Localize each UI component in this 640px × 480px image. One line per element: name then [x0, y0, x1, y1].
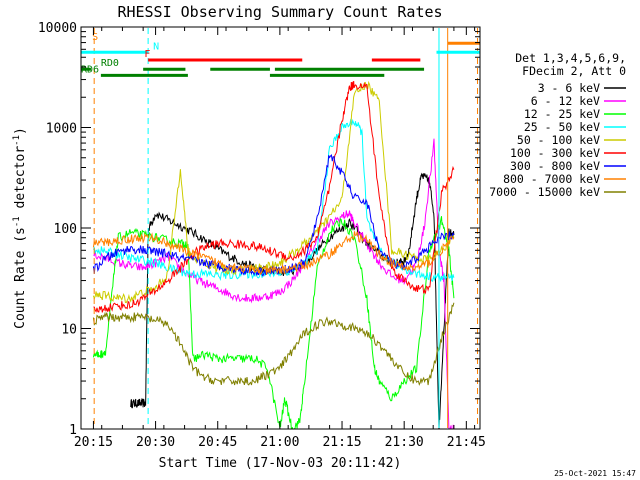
y-axis-label-mid: detector [13, 146, 28, 217]
flag-label-s: S [92, 32, 98, 43]
x-axis-label: Start Time (17-Nov-03 20:11:42) [159, 456, 402, 471]
x-tick-label: 21:00 [260, 435, 299, 450]
x-tick-label: 21:30 [385, 435, 424, 450]
legend-entry-label: 6 - 12 keV [531, 94, 600, 108]
series-line-0 [130, 172, 455, 429]
y-axis-label-main: Count Rate (s [13, 227, 28, 329]
x-tick-label: 20:30 [136, 435, 175, 450]
legend-entry-label: 12 - 25 keV [524, 107, 600, 121]
series-line-7 [92, 231, 455, 276]
legend-entry-label: 25 - 50 keV [524, 120, 600, 134]
y-tick-label: 10000 [38, 21, 77, 36]
plot-frame [80, 26, 481, 430]
legend-entry-label: 7000 - 15000 keV [489, 185, 600, 199]
series-line-8 [92, 302, 455, 386]
y-axis-label-exp2: -1 [12, 135, 22, 146]
y-tick-label: 10 [61, 323, 77, 338]
y-tick-label: 1000 [46, 122, 77, 137]
flag-label-n: N [153, 41, 159, 52]
legend-header-line: FDecim 2, Att 0 [522, 64, 626, 78]
legend-entry-label: 50 - 100 keV [517, 133, 600, 147]
y-axis-label-exp1: -1 [12, 216, 22, 227]
x-tick-label: 20:15 [74, 435, 113, 450]
axes-layer: 20:15 20:30 20:45 21:00 21:15 21:30 21:45 1 10 10… [38, 21, 486, 450]
legend-entry-label: 100 - 300 keV [510, 146, 600, 160]
timestamp: 25-Oct-2021 15:47 [554, 469, 636, 478]
flag-label-rd6: RD6 [81, 64, 99, 75]
legend-entry-label: 800 - 7000 keV [503, 172, 600, 186]
chart-title: RHESSI Observing Summary Count Rates [117, 3, 442, 21]
y-axis-label-end: ) [13, 127, 28, 135]
y-axis-label: Count Rate (s-1 detector-1) [12, 127, 28, 329]
x-tick-label: 21:45 [447, 435, 486, 450]
x-tick-label: 20:45 [198, 435, 237, 450]
legend-entry-label: 300 - 800 keV [510, 159, 600, 173]
legend-entry-label: 3 - 6 keV [538, 81, 600, 95]
flag-label-rd0: RD0 [101, 58, 119, 69]
series-line-5 [93, 80, 455, 313]
y-tick-label: 100 [54, 222, 77, 237]
series-layer [92, 80, 455, 429]
x-tick-label: 21:15 [322, 435, 361, 450]
legend: Det 1,3,4,5,6,9,FDecim 2, Att 0 3 - 6 keV… [489, 51, 626, 199]
y-tick-label: 1 [69, 423, 77, 438]
flag-label-f: F [144, 49, 150, 60]
legend-header-line: Det 1,3,4,5,6,9, [515, 51, 626, 65]
